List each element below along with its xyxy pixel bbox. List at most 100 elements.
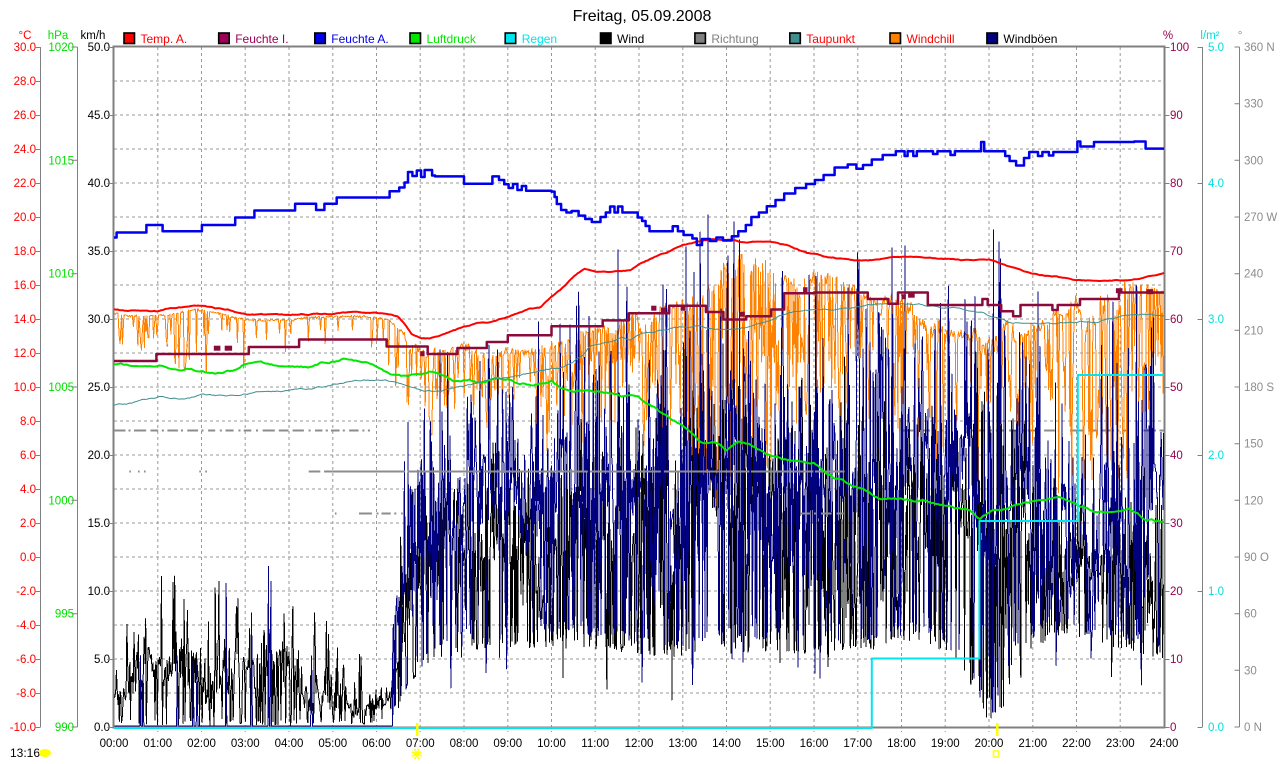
svg-text:0.0: 0.0: [20, 552, 36, 564]
svg-text:4.0: 4.0: [1208, 178, 1224, 190]
svg-text:07:00: 07:00: [406, 738, 435, 750]
svg-text:210: 210: [1244, 325, 1263, 337]
svg-text:°C: °C: [19, 30, 32, 42]
svg-text:120: 120: [1244, 495, 1263, 507]
svg-text:25.0: 25.0: [88, 382, 110, 394]
svg-text:06:00: 06:00: [362, 738, 391, 750]
svg-text:13:00: 13:00: [668, 738, 697, 750]
svg-text:20.0: 20.0: [14, 212, 36, 224]
svg-text:40.0: 40.0: [88, 178, 110, 190]
svg-text:Richtung: Richtung: [711, 32, 758, 46]
svg-text:0.0: 0.0: [1208, 722, 1224, 734]
svg-text:18.0: 18.0: [14, 246, 36, 258]
svg-text:Wind: Wind: [617, 32, 644, 46]
svg-text:17:00: 17:00: [843, 738, 872, 750]
svg-text:50.0: 50.0: [88, 42, 110, 54]
svg-text:270 W: 270 W: [1244, 212, 1277, 224]
svg-text:Luftdruck: Luftdruck: [427, 32, 477, 46]
svg-text:0 N: 0 N: [1244, 722, 1262, 734]
svg-text:10: 10: [1170, 654, 1183, 666]
svg-text:05:00: 05:00: [318, 738, 347, 750]
svg-text:-10.0: -10.0: [10, 722, 36, 734]
svg-text:22:00: 22:00: [1062, 738, 1091, 750]
svg-text:20.0: 20.0: [88, 450, 110, 462]
svg-text:20: 20: [1170, 586, 1183, 598]
svg-text:01:00: 01:00: [143, 738, 172, 750]
svg-text:22.0: 22.0: [14, 178, 36, 190]
svg-text:0: 0: [1170, 722, 1176, 734]
svg-text:90 O: 90 O: [1244, 552, 1269, 564]
svg-text:26.0: 26.0: [14, 110, 36, 122]
svg-text:990: 990: [55, 722, 74, 734]
svg-text:240: 240: [1244, 269, 1263, 281]
svg-text:3.0: 3.0: [1208, 314, 1224, 326]
svg-text:13:16: 13:16: [10, 746, 40, 760]
svg-text:60: 60: [1244, 609, 1257, 621]
svg-text:-8.0: -8.0: [16, 688, 36, 700]
svg-text:2.0: 2.0: [20, 518, 36, 530]
svg-text:Regen: Regen: [522, 32, 557, 46]
svg-text:150: 150: [1244, 439, 1263, 451]
svg-text:30.0: 30.0: [14, 42, 36, 54]
svg-text:Windchill: Windchill: [907, 32, 955, 46]
svg-text:180 S: 180 S: [1244, 382, 1274, 394]
svg-text:21:00: 21:00: [1018, 738, 1047, 750]
svg-text:20:00: 20:00: [975, 738, 1004, 750]
svg-text:80: 80: [1170, 178, 1183, 190]
svg-text:08:00: 08:00: [450, 738, 479, 750]
svg-text:1000: 1000: [48, 495, 74, 507]
svg-text:15:00: 15:00: [756, 738, 785, 750]
svg-text:15.0: 15.0: [88, 518, 110, 530]
svg-text:Taupunkt: Taupunkt: [806, 32, 855, 46]
svg-text:-4.0: -4.0: [16, 620, 36, 632]
svg-text:14:00: 14:00: [712, 738, 741, 750]
svg-text:60: 60: [1170, 314, 1183, 326]
svg-text:30: 30: [1170, 518, 1183, 530]
svg-text:40: 40: [1170, 450, 1183, 462]
svg-text:1010: 1010: [48, 269, 74, 281]
svg-text:12:00: 12:00: [625, 738, 654, 750]
svg-text:30.0: 30.0: [88, 314, 110, 326]
svg-text:04:00: 04:00: [275, 738, 304, 750]
svg-text:12.0: 12.0: [14, 348, 36, 360]
svg-text:Feuchte I.: Feuchte I.: [235, 32, 288, 46]
svg-text:10.0: 10.0: [14, 382, 36, 394]
svg-text:03:00: 03:00: [231, 738, 260, 750]
svg-text:16:00: 16:00: [800, 738, 829, 750]
svg-text:00:00: 00:00: [100, 738, 129, 750]
svg-text:10.0: 10.0: [88, 586, 110, 598]
svg-text:24.0: 24.0: [14, 144, 36, 156]
svg-text:6.0: 6.0: [20, 450, 36, 462]
svg-text:90: 90: [1170, 110, 1183, 122]
svg-text:8.0: 8.0: [20, 416, 36, 428]
svg-text:°: °: [1238, 30, 1243, 42]
svg-text:330: 330: [1244, 99, 1263, 111]
svg-text:0.0: 0.0: [94, 722, 110, 734]
svg-text:Windböen: Windböen: [1003, 32, 1057, 46]
svg-text:24:00: 24:00: [1150, 738, 1179, 750]
svg-text:2.0: 2.0: [1208, 450, 1224, 462]
svg-text:100: 100: [1170, 42, 1189, 54]
svg-text:1020: 1020: [48, 42, 74, 54]
svg-text:18:00: 18:00: [887, 738, 916, 750]
svg-text:4.0: 4.0: [20, 484, 36, 496]
svg-text:10:00: 10:00: [537, 738, 566, 750]
svg-text:Temp. A.: Temp. A.: [141, 32, 188, 46]
svg-text:70: 70: [1170, 246, 1183, 258]
svg-text:1005: 1005: [48, 382, 74, 394]
svg-text:l/m²: l/m²: [1200, 30, 1219, 42]
svg-text:30: 30: [1244, 665, 1257, 677]
svg-text:360 N: 360 N: [1244, 42, 1275, 54]
svg-text:11:00: 11:00: [581, 738, 609, 750]
svg-text:km/h: km/h: [81, 30, 106, 42]
svg-text:28.0: 28.0: [14, 76, 36, 88]
svg-text:16.0: 16.0: [14, 280, 36, 292]
svg-text:09:00: 09:00: [493, 738, 522, 750]
svg-text:35.0: 35.0: [88, 246, 110, 258]
svg-text:300: 300: [1244, 155, 1263, 167]
svg-text:1015: 1015: [48, 155, 74, 167]
svg-text:hPa: hPa: [48, 30, 69, 42]
svg-text:02:00: 02:00: [187, 738, 216, 750]
svg-text:50: 50: [1170, 382, 1183, 394]
svg-text:1.0: 1.0: [1208, 586, 1224, 598]
